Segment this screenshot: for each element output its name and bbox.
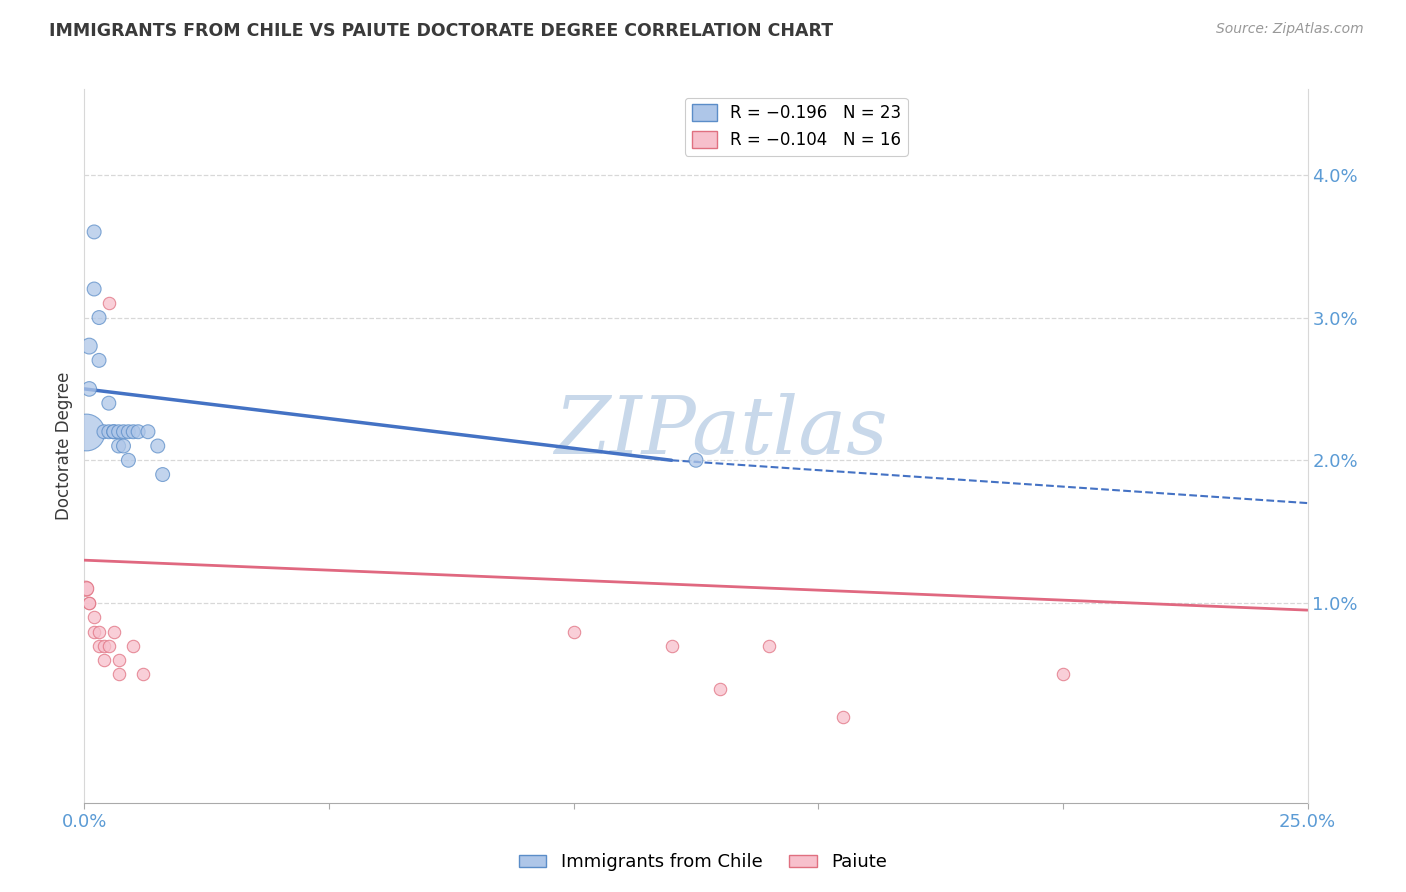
Point	[103, 425, 125, 439]
Point	[758, 639, 780, 653]
Text: Source: ZipAtlas.com: Source: ZipAtlas.com	[1216, 22, 1364, 37]
Point	[112, 425, 135, 439]
Y-axis label: Doctorate Degree: Doctorate Degree	[55, 372, 73, 520]
Point	[107, 653, 129, 667]
Point	[77, 382, 100, 396]
Point	[77, 596, 100, 610]
Point	[77, 596, 100, 610]
Point	[112, 439, 135, 453]
Point	[117, 453, 139, 467]
Point	[76, 582, 98, 596]
Point	[146, 439, 169, 453]
Point	[562, 624, 585, 639]
Point	[87, 639, 110, 653]
Point	[77, 339, 100, 353]
Point	[93, 653, 115, 667]
Point	[87, 624, 110, 639]
Legend: Immigrants from Chile, Paiute: Immigrants from Chile, Paiute	[512, 847, 894, 879]
Point	[831, 710, 853, 724]
Point	[97, 425, 120, 439]
Point	[103, 624, 125, 639]
Point	[122, 639, 145, 653]
Point	[83, 624, 105, 639]
Point	[83, 610, 105, 624]
Point	[75, 582, 97, 596]
Point	[87, 310, 110, 325]
Legend: R = −0.196   N = 23, R = −0.104   N = 16: R = −0.196 N = 23, R = −0.104 N = 16	[685, 97, 908, 155]
Point	[107, 667, 129, 681]
Point	[83, 225, 105, 239]
Text: IMMIGRANTS FROM CHILE VS PAIUTE DOCTORATE DEGREE CORRELATION CHART: IMMIGRANTS FROM CHILE VS PAIUTE DOCTORAT…	[49, 22, 834, 40]
Point	[107, 439, 129, 453]
Point	[103, 425, 125, 439]
Point	[97, 396, 120, 410]
Point	[685, 453, 707, 467]
Point	[152, 467, 174, 482]
Point	[87, 353, 110, 368]
Point	[83, 282, 105, 296]
Point	[75, 425, 97, 439]
Point	[661, 639, 683, 653]
Point	[132, 667, 155, 681]
Point	[136, 425, 159, 439]
Point	[107, 425, 129, 439]
Point	[709, 681, 731, 696]
Point	[97, 296, 120, 310]
Text: ZIPatlas: ZIPatlas	[554, 393, 887, 470]
Point	[122, 425, 145, 439]
Point	[97, 639, 120, 653]
Point	[93, 425, 115, 439]
Point	[1052, 667, 1074, 681]
Point	[127, 425, 149, 439]
Point	[117, 425, 139, 439]
Point	[93, 639, 115, 653]
